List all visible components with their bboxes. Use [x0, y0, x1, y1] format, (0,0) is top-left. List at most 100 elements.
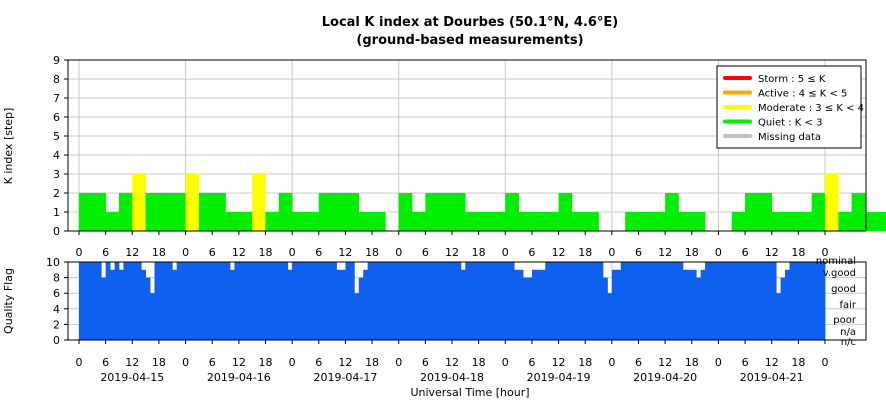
hour-tick-label-bottom: 6 — [742, 356, 749, 369]
q-bar — [340, 269, 346, 340]
q-bar — [820, 262, 826, 340]
q-bar — [225, 262, 231, 340]
q-bar — [753, 262, 759, 340]
k-bar — [625, 212, 639, 231]
q-bar — [141, 269, 147, 340]
date-label: 2019-04-15 — [100, 371, 164, 384]
q-bar — [296, 262, 302, 340]
q-bar — [709, 262, 715, 340]
q-bar — [243, 262, 249, 340]
q-bar — [407, 262, 413, 340]
hour-tick-label-bottom: 18 — [152, 356, 166, 369]
q-bar — [474, 262, 480, 340]
q-bar — [443, 262, 448, 340]
q-bar — [318, 262, 324, 340]
q-bar — [198, 262, 204, 340]
q-bar — [656, 262, 662, 340]
q-bar — [647, 262, 653, 340]
k-bar — [558, 193, 573, 231]
k-bar — [771, 212, 786, 231]
date-label: 2019-04-21 — [740, 371, 804, 384]
chart-title: Local K index at Dourbes (50.1°N, 4.6°E) — [322, 15, 619, 30]
q-bar — [540, 269, 546, 340]
q-bar — [505, 262, 511, 340]
k-bar — [571, 212, 586, 231]
q-bar — [469, 262, 475, 340]
q-ytick-label: 0 — [53, 334, 60, 347]
hour-tick-label-bottom: 0 — [395, 356, 402, 369]
q-bar — [145, 277, 151, 340]
k-bar — [438, 193, 453, 231]
q-bar — [598, 262, 604, 340]
q-bar — [816, 262, 821, 340]
hour-tick-label-bottom: 12 — [552, 356, 566, 369]
q-bar — [563, 262, 568, 340]
hour-tick-label-bottom: 6 — [315, 356, 322, 369]
q-bar — [616, 269, 622, 340]
k-ytick-label: 7 — [53, 92, 60, 105]
q-ytick-label: 10 — [46, 256, 60, 269]
q-bar — [394, 262, 400, 340]
k-bar — [745, 193, 759, 231]
chart-subtitle: (ground-based measurements) — [356, 33, 583, 48]
k-bar — [838, 212, 852, 231]
k-bar — [505, 193, 519, 231]
k-bar — [864, 212, 879, 231]
q-bar — [367, 262, 373, 340]
k-ytick-label: 6 — [53, 111, 60, 124]
q-bar — [762, 262, 768, 340]
q-bar — [722, 262, 728, 340]
q-bar — [776, 293, 781, 340]
q-bar — [118, 269, 124, 340]
q-bar — [518, 269, 524, 340]
k-ytick-label: 4 — [53, 149, 60, 162]
q-bar — [687, 269, 693, 340]
q-bar — [87, 262, 93, 340]
q-bar — [301, 262, 306, 340]
q-bar — [416, 262, 422, 340]
legend-label: Quiet : K < 3 — [758, 118, 822, 129]
q-bar — [483, 262, 488, 340]
q-bar — [385, 262, 391, 340]
hour-tick-label-mid: 12 — [338, 246, 352, 259]
k-bar — [478, 212, 493, 231]
q-bar — [531, 269, 537, 340]
q-bar — [287, 269, 293, 340]
q-bar — [731, 262, 737, 340]
q-bar — [136, 262, 142, 340]
q-bar — [234, 262, 240, 340]
q-bar — [500, 262, 506, 340]
q-bar — [749, 262, 755, 340]
k-panel-frame — [67, 59, 867, 232]
hour-tick-label-bottom: 0 — [608, 356, 615, 369]
q-bar — [389, 262, 395, 340]
k-bar — [518, 212, 533, 231]
q-bar — [163, 262, 169, 340]
q-bar — [403, 262, 408, 340]
k-bar — [145, 193, 160, 231]
legend-label: Storm : 5 ≤ K — [758, 74, 826, 85]
q-bar — [798, 262, 804, 340]
q-bar — [456, 262, 462, 340]
legend-label: Active : 4 ≤ K < 5 — [758, 89, 847, 100]
hour-tick-label-bottom: 18 — [685, 356, 699, 369]
hour-tick-label-bottom: 0 — [76, 356, 83, 369]
q-bar — [713, 262, 719, 340]
q-bar — [105, 262, 111, 340]
hour-tick-label-bottom: 0 — [289, 356, 296, 369]
hour-tick-label-mid: 0 — [395, 246, 402, 259]
hour-tick-label-bottom: 0 — [182, 356, 189, 369]
q-bar — [261, 262, 266, 340]
q-bar — [718, 262, 724, 340]
hour-tick-label-bottom: 0 — [502, 356, 509, 369]
hour-tick-label-mid: 0 — [502, 246, 509, 259]
k-bar — [212, 193, 226, 231]
q-bar — [158, 262, 164, 340]
hour-tick-label-bottom: 6 — [528, 356, 535, 369]
hour-tick-label-mid: 18 — [578, 246, 592, 259]
date-label: 2019-04-18 — [420, 371, 484, 384]
hour-tick-label-bottom: 18 — [259, 356, 273, 369]
q-bar — [745, 262, 750, 340]
q-panel-frame — [67, 261, 867, 341]
hour-tick-label-bottom: 12 — [232, 356, 246, 369]
